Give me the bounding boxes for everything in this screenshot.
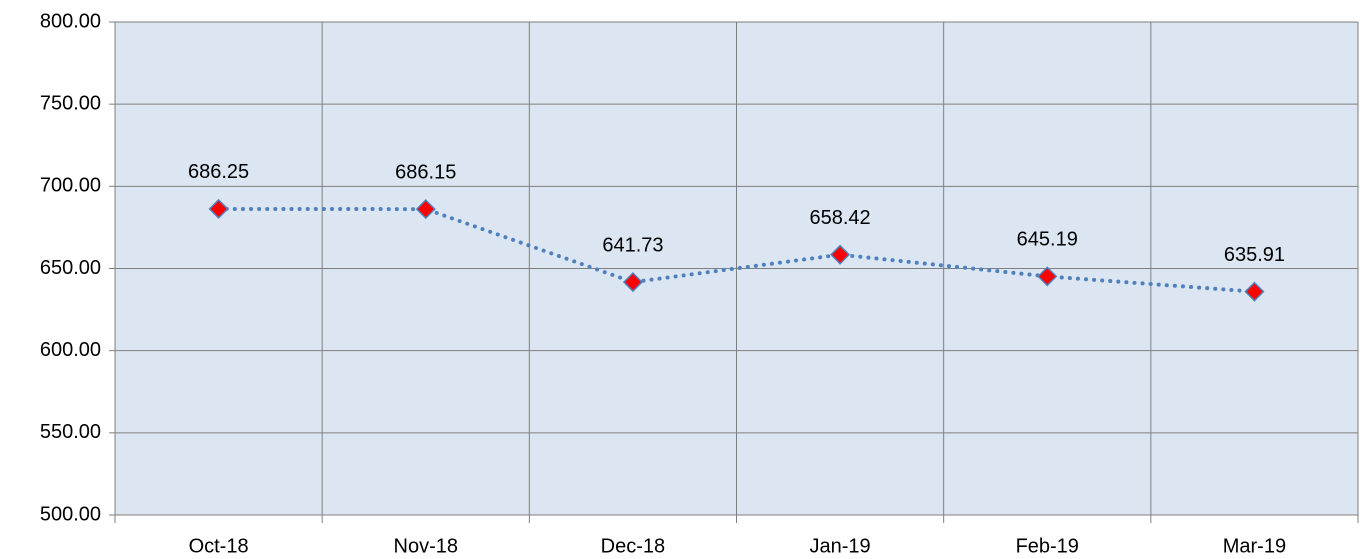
- data-label: 635.91: [1224, 244, 1285, 266]
- data-label: 686.15: [395, 161, 456, 183]
- x-tick-label: Mar-19: [1223, 535, 1286, 557]
- x-tick-label: Oct-18: [189, 535, 249, 557]
- marker: [830, 244, 851, 265]
- y-tick-label: 750.00: [40, 92, 101, 114]
- x-tick-label: Feb-19: [1016, 535, 1079, 557]
- x-tick-label: Jan-19: [810, 535, 871, 557]
- marker: [622, 272, 643, 293]
- marker: [1244, 281, 1265, 302]
- x-tick-label: Nov-18: [394, 535, 458, 557]
- data-label: 645.19: [1017, 229, 1078, 251]
- y-tick-label: 550.00: [40, 421, 101, 443]
- y-tick-label: 500.00: [40, 503, 101, 525]
- y-tick-label: 800.00: [40, 10, 101, 32]
- data-label: 658.42: [809, 207, 870, 229]
- x-tick-label: Dec-18: [601, 535, 665, 557]
- data-label: 686.25: [188, 161, 249, 183]
- y-tick-label: 700.00: [40, 175, 101, 197]
- marker: [208, 198, 229, 219]
- marker: [415, 199, 436, 220]
- marker: [1037, 266, 1058, 287]
- y-tick-label: 650.00: [40, 257, 101, 279]
- data-label: 641.73: [602, 234, 663, 256]
- y-tick-label: 600.00: [40, 339, 101, 361]
